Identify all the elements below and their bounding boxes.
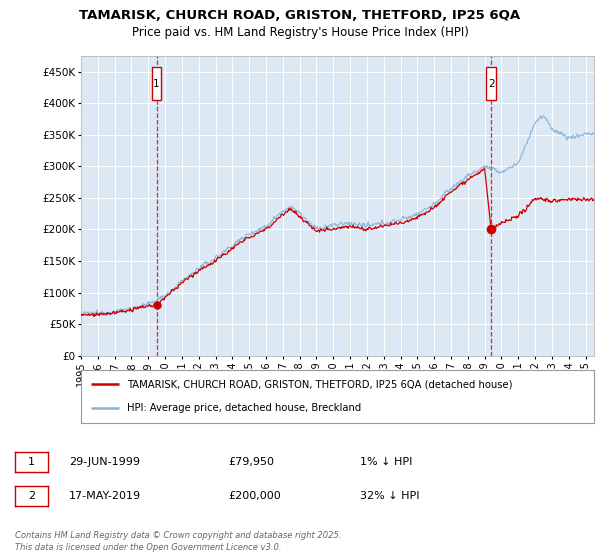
Text: 2: 2 [488, 79, 494, 88]
Text: 17-MAY-2019: 17-MAY-2019 [69, 491, 141, 501]
Text: TAMARISK, CHURCH ROAD, GRISTON, THETFORD, IP25 6QA: TAMARISK, CHURCH ROAD, GRISTON, THETFORD… [79, 9, 521, 22]
Text: £79,950: £79,950 [228, 457, 274, 467]
Text: 1: 1 [28, 457, 35, 467]
Text: HPI: Average price, detached house, Breckland: HPI: Average price, detached house, Brec… [127, 403, 361, 413]
Text: 32% ↓ HPI: 32% ↓ HPI [360, 491, 419, 501]
Text: Contains HM Land Registry data © Crown copyright and database right 2025.
This d: Contains HM Land Registry data © Crown c… [15, 531, 341, 552]
Text: 1% ↓ HPI: 1% ↓ HPI [360, 457, 412, 467]
Text: 29-JUN-1999: 29-JUN-1999 [69, 457, 140, 467]
Text: 2: 2 [28, 491, 35, 501]
Text: £200,000: £200,000 [228, 491, 281, 501]
Bar [152, 67, 161, 100]
Text: Price paid vs. HM Land Registry's House Price Index (HPI): Price paid vs. HM Land Registry's House … [131, 26, 469, 39]
Bar [487, 67, 496, 100]
Text: 1: 1 [153, 79, 160, 88]
Text: TAMARISK, CHURCH ROAD, GRISTON, THETFORD, IP25 6QA (detached house): TAMARISK, CHURCH ROAD, GRISTON, THETFORD… [127, 380, 512, 390]
